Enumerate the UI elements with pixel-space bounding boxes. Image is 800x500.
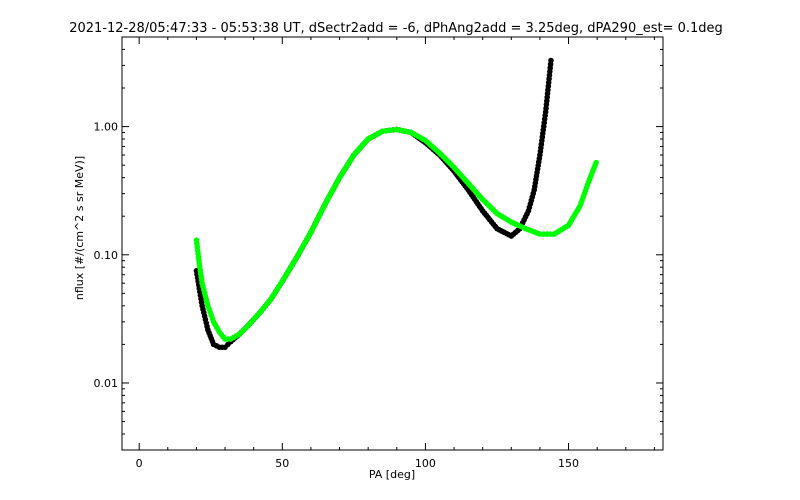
x-tick-label: 0 <box>136 457 143 470</box>
plot-area <box>193 57 599 351</box>
x-tick-label: 150 <box>558 457 579 470</box>
y-axis-label: nflux [#/(cm^2 s sr MeV)] <box>73 156 86 300</box>
x-tick-label: 100 <box>415 457 436 470</box>
fit-curve-black <box>193 57 554 351</box>
y-tick-label: 1.00 <box>94 121 119 134</box>
axes: 0 50 100 150 0.01 0.10 1.00 <box>94 36 663 470</box>
fit-curve-green <box>193 126 599 342</box>
x-axis-label: PA [deg] <box>369 468 415 481</box>
chart-title: 2021-12-28/05:47:33 - 05:53:38 UT, dSect… <box>69 21 723 36</box>
fit-point <box>593 159 599 166</box>
fit-point <box>548 57 554 64</box>
y-tick-label: 0.10 <box>94 249 119 262</box>
plot-frame <box>121 36 664 451</box>
y-tick-label: 0.01 <box>94 377 119 390</box>
x-tick-label: 50 <box>275 457 289 470</box>
